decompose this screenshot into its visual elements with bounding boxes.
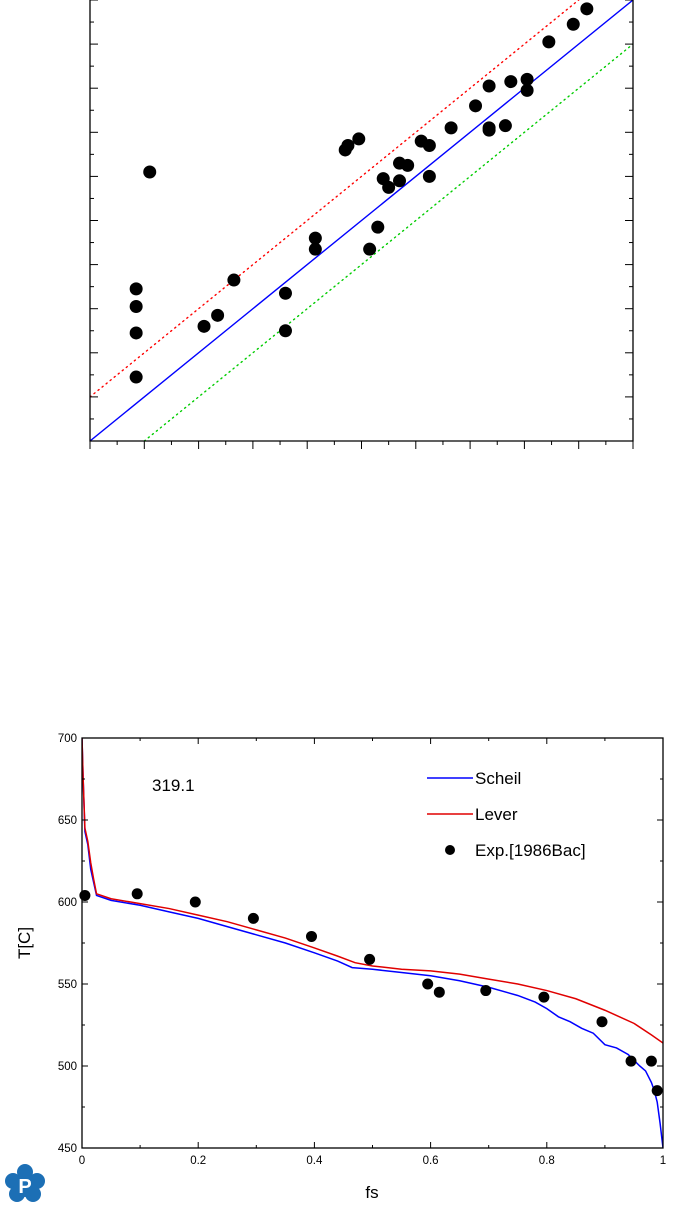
top-data-point: [393, 174, 407, 188]
exp-data-point: [131, 888, 143, 900]
legend-label-scheil: Scheil: [475, 769, 521, 788]
x-tick-label: 0: [79, 1155, 85, 1167]
top-reference-line-2: [90, 0, 580, 398]
series-line-scheil: [82, 738, 663, 1148]
legend-label-lever: Lever: [475, 805, 518, 824]
x-tick-label: 0.8: [539, 1155, 555, 1167]
x-tick-label: 1: [660, 1155, 666, 1167]
top-data-point: [211, 308, 225, 322]
x-tick-label: 0.4: [306, 1155, 323, 1167]
exp-data-point: [538, 991, 550, 1003]
top-reference-line-1: [90, 0, 633, 441]
svg-text:P: P: [18, 1176, 31, 1198]
top-data-point: [129, 370, 143, 384]
top-data-point: [129, 326, 143, 340]
top-data-point: [444, 121, 458, 135]
x-axis-label: fs: [365, 1183, 378, 1202]
y-tick-label: 700: [58, 733, 77, 745]
top-data-point: [498, 119, 512, 133]
top-data-point: [308, 231, 322, 245]
bottom-plot-frame: [81, 737, 664, 1149]
top-data-point: [363, 242, 377, 256]
y-tick-label: 650: [58, 815, 77, 827]
top-data-point: [371, 220, 385, 234]
top-data-point: [482, 123, 496, 137]
exp-data-point: [189, 896, 201, 908]
top-data-point: [129, 282, 143, 296]
top-data-point: [422, 169, 436, 183]
bottom-line-chart: 0 0.2 0.4 0.6 0.8 1 450 500 550 600 650 700 319.1 S…: [15, 733, 666, 1202]
top-scatter-chart: [89, 0, 634, 449]
exp-data-point: [364, 953, 376, 965]
series-line-lever: [82, 738, 663, 1044]
legend: Scheil Lever Exp.[1986Bac]: [427, 769, 586, 860]
top-data-point: [227, 273, 241, 287]
exp-data-point: [645, 1055, 657, 1067]
top-data-point: [382, 180, 396, 194]
brand-logo: P: [5, 1164, 45, 1202]
y-tick-label: 500: [58, 1061, 77, 1073]
top-data-point: [580, 2, 594, 16]
top-data-point: [352, 132, 366, 146]
legend-label-exp: Exp.[1986Bac]: [475, 841, 586, 860]
top-data-point: [482, 79, 496, 93]
top-data-point: [129, 299, 143, 313]
top-data-point: [520, 72, 534, 86]
y-tick-label: 450: [58, 1143, 77, 1155]
exp-data-point: [480, 985, 492, 997]
top-data-point: [278, 286, 292, 300]
top-data-point: [278, 324, 292, 338]
exp-data-point: [651, 1085, 663, 1097]
top-data-point: [520, 83, 534, 97]
exp-data-point: [247, 912, 259, 924]
top-data-point: [469, 99, 483, 113]
top-data-point: [542, 35, 556, 49]
exp-data-point: [596, 1016, 608, 1028]
top-data-point: [566, 17, 580, 31]
exp-data-point: [422, 978, 434, 990]
exp-data-point: [625, 1055, 637, 1067]
top-data-point: [341, 139, 355, 153]
legend-marker-exp: [445, 845, 455, 855]
exp-data-point: [305, 930, 317, 942]
chart-annotation: 319.1: [152, 776, 195, 795]
top-reference-line-3: [143, 43, 633, 441]
top-data-point: [401, 158, 415, 172]
x-tick-label: 0.6: [423, 1155, 439, 1167]
top-data-point: [197, 319, 211, 333]
exp-data-point: [433, 986, 445, 998]
x-tick-label: 0.2: [190, 1155, 206, 1167]
top-data-point: [143, 165, 157, 179]
top-data-point: [308, 242, 322, 256]
y-axis-label: T[C]: [15, 927, 34, 959]
top-data-point: [504, 75, 518, 89]
y-tick-label: 600: [58, 897, 77, 909]
top-data-point: [422, 139, 436, 153]
y-tick-label: 550: [58, 979, 77, 991]
exp-data-point: [79, 889, 91, 901]
